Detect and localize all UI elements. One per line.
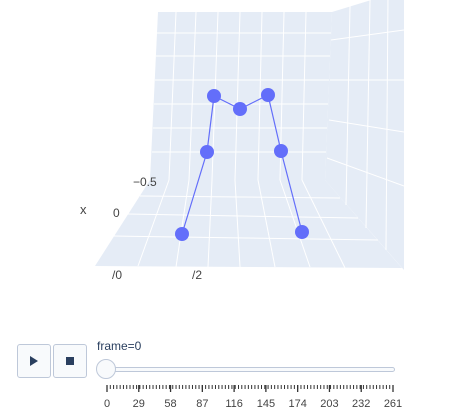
slider-tick-label: 261 bbox=[384, 398, 402, 408]
marker-point bbox=[295, 225, 309, 239]
frame-label: frame=0 bbox=[97, 339, 142, 353]
slider-tick-label: 58 bbox=[164, 398, 176, 408]
slider-tick-label: 116 bbox=[225, 398, 243, 408]
slider-tick-label: 145 bbox=[257, 398, 275, 408]
axis-title-x: x bbox=[80, 202, 87, 217]
marker-point bbox=[261, 88, 275, 102]
stop-icon bbox=[66, 357, 74, 365]
slider-tick-label: 87 bbox=[196, 398, 208, 408]
3d-scene[interactable]: −0.5 0 x /0 /2 bbox=[0, 0, 460, 290]
slider-ticks: 0 29 58 87 116 145 174 203 232 261 bbox=[104, 385, 402, 408]
floor bbox=[95, 180, 402, 268]
slider-tick-label: 174 bbox=[288, 398, 306, 408]
back-wall bbox=[150, 12, 332, 180]
frame-slider-rail[interactable] bbox=[103, 367, 395, 372]
slider-tick-label: 0 bbox=[104, 398, 110, 408]
slider-tick-label: 203 bbox=[320, 398, 338, 408]
play-button[interactable] bbox=[17, 344, 51, 378]
stop-button[interactable] bbox=[53, 344, 87, 378]
tick-label-neg-half: −0.5 bbox=[133, 175, 157, 189]
slider-tick-label: 232 bbox=[352, 398, 370, 408]
tick-label-zero: 0 bbox=[113, 206, 120, 220]
marker-point bbox=[233, 102, 247, 116]
right-wall bbox=[325, 0, 404, 270]
marker-point bbox=[175, 227, 189, 241]
marker-point bbox=[200, 145, 214, 159]
tick-label-bottom-a: /0 bbox=[112, 268, 122, 282]
frame-slider-grip[interactable] bbox=[96, 359, 116, 379]
slider-tick-label: 29 bbox=[133, 398, 145, 408]
play-icon bbox=[30, 356, 38, 366]
skeleton-markers bbox=[175, 88, 309, 241]
marker-point bbox=[207, 89, 221, 103]
tick-label-bottom-b: /2 bbox=[192, 268, 202, 282]
marker-point bbox=[274, 144, 288, 158]
